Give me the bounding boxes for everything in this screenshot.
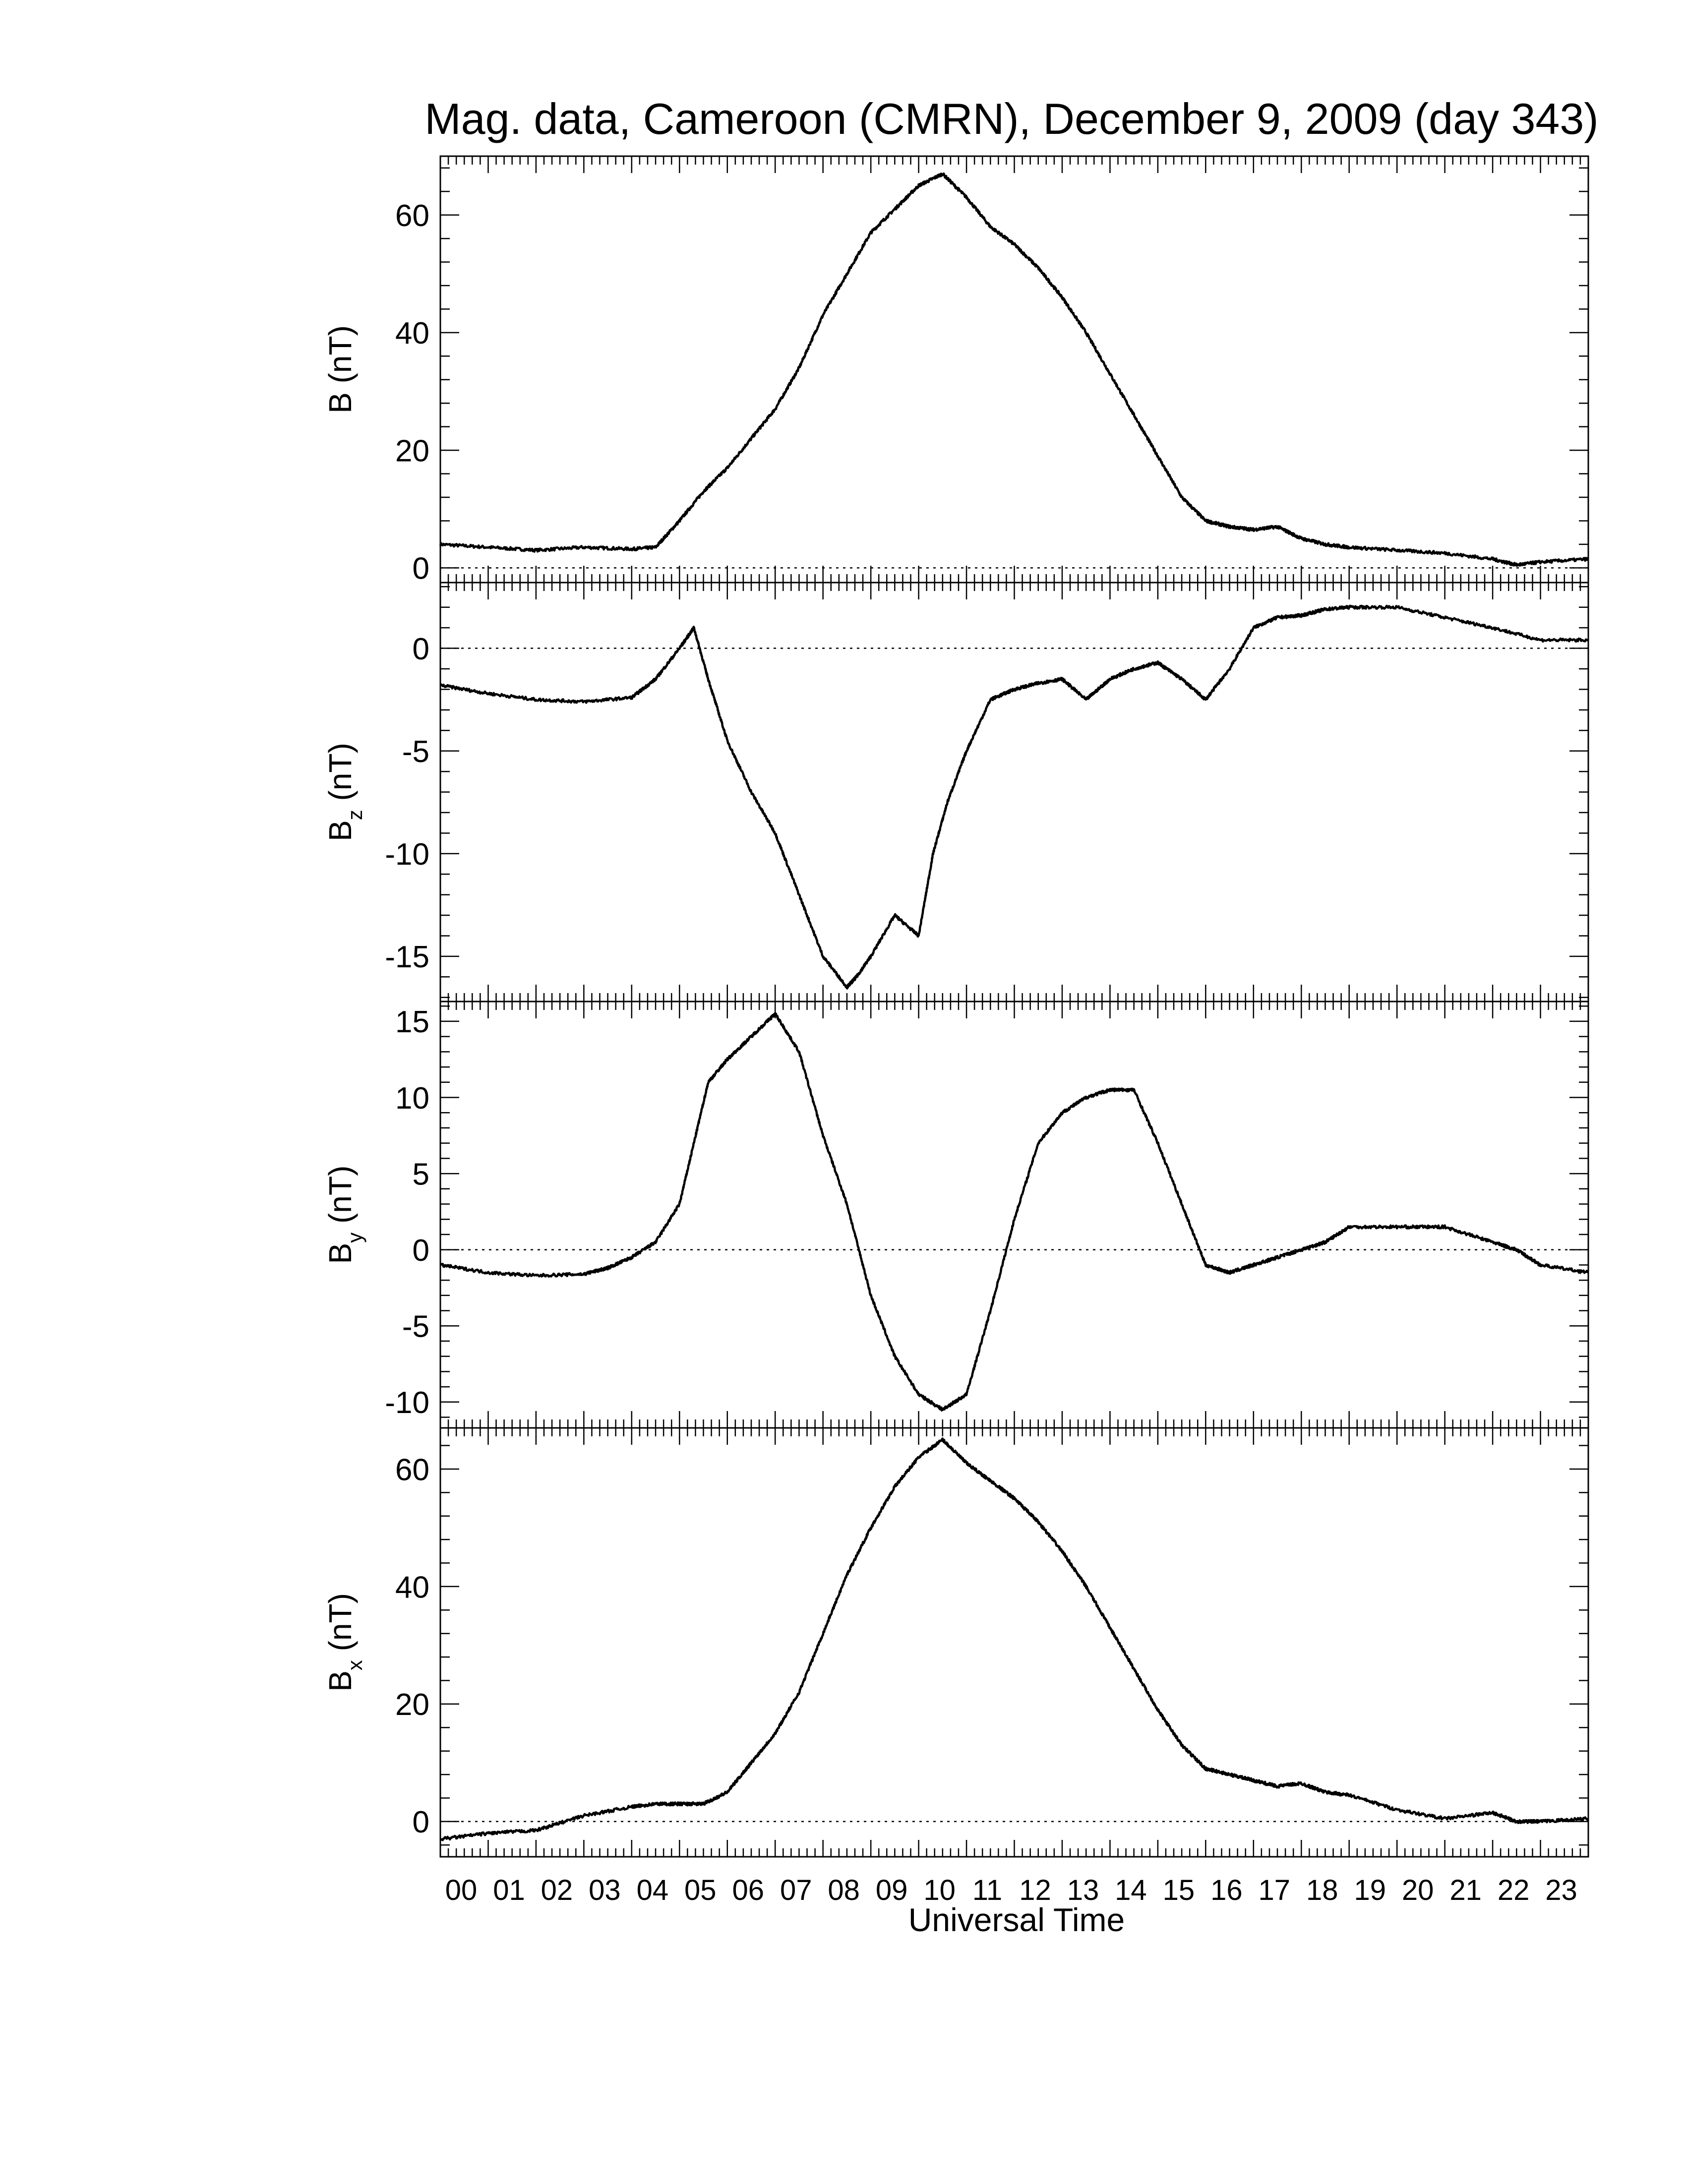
series-line-by	[440, 1012, 1589, 1412]
x-tick-label: 04	[637, 1874, 669, 1906]
series-line-bx	[439, 1437, 1589, 1841]
x-tick-label: 08	[828, 1874, 860, 1906]
y-axis-label: Bx (nT)	[322, 1593, 366, 1692]
y-axis-label-main: B	[322, 820, 358, 841]
x-tick-label: 15	[1163, 1874, 1195, 1906]
y-tick-label: 15	[395, 1005, 429, 1039]
y-axis-label-unit: (nT)	[322, 743, 358, 810]
x-tick-label: 07	[780, 1874, 812, 1906]
y-axis-label-unit: (nT)	[322, 1593, 358, 1660]
y-axis-label-subscript: z	[343, 810, 366, 820]
x-tick-label: 03	[589, 1874, 621, 1906]
x-tick-label: 22	[1498, 1874, 1530, 1906]
y-axis-label-main: B	[322, 1243, 358, 1264]
panel-frame	[439, 155, 1589, 584]
y-axis-label-subscript: x	[343, 1660, 366, 1670]
x-tick-label: 16	[1210, 1874, 1243, 1906]
x-tick-label: 13	[1067, 1874, 1099, 1906]
x-tick-label: 20	[1402, 1874, 1434, 1906]
y-axis-label-unit: (nT)	[322, 325, 358, 392]
y-tick-label: 40	[395, 1570, 429, 1604]
x-tick-label: 06	[732, 1874, 764, 1906]
y-tick-label: 60	[395, 1453, 429, 1487]
x-tick-label: 11	[972, 1874, 1002, 1906]
x-axis-label: Universal Time	[908, 1901, 1125, 1938]
panel-by: 15 10 5 0 -5 -10 By (nT)	[322, 1001, 1589, 1429]
y-tick-label: -10	[385, 1386, 429, 1420]
y-axis-label: B (nT)	[322, 325, 358, 413]
panel-bx: 0 20 40 60 Bx (nT)	[322, 1427, 1589, 1858]
y-tick-label: 60	[395, 199, 429, 233]
panel-bz: 0 -5 -10 -15 Bz (nT)	[322, 582, 1589, 1003]
panel-b: 0 20 40 60 B (nT)	[322, 155, 1589, 586]
y-axis-label-unit: (nT)	[322, 1166, 358, 1233]
y-tick-label: -10	[385, 837, 429, 872]
y-axis-label-subscript: y	[343, 1233, 366, 1243]
x-tick-label: 21	[1449, 1874, 1482, 1906]
x-tick-label: 18	[1306, 1874, 1338, 1906]
panel-frame	[439, 1001, 1589, 1429]
x-tick-label: 01	[493, 1874, 525, 1906]
panel-frame	[439, 582, 1589, 1003]
series-line-bz	[439, 604, 1589, 990]
y-axis-label-main: B	[322, 392, 358, 413]
x-tick-label: 09	[876, 1874, 908, 1906]
x-tick-label: 00	[445, 1874, 478, 1906]
x-tick-label: 12	[1019, 1874, 1051, 1906]
y-tick-label: 20	[395, 1688, 429, 1722]
y-tick-label: 10	[395, 1081, 429, 1116]
y-axis-label: Bz (nT)	[322, 743, 366, 841]
y-tick-label: 40	[395, 316, 429, 351]
x-tick-label: 23	[1545, 1874, 1577, 1906]
x-tick-label: 02	[541, 1874, 573, 1906]
x-tick-label: 10	[923, 1874, 956, 1906]
y-tick-label: 0	[413, 1805, 429, 1839]
y-axis-label-main: B	[322, 1670, 358, 1692]
panel-frame	[439, 1427, 1589, 1858]
y-tick-label: 0	[413, 1234, 429, 1268]
y-tick-label: 20	[395, 434, 429, 468]
y-tick-label: 0	[413, 632, 429, 666]
x-tick-label: 19	[1354, 1874, 1386, 1906]
y-tick-label: 5	[413, 1157, 429, 1191]
chart-title: Mag. data, Cameroon (CMRN), December 9, …	[424, 94, 1598, 143]
x-tick-label: 14	[1115, 1874, 1147, 1906]
x-tick-label: 05	[684, 1874, 717, 1906]
x-tick-label: 17	[1259, 1874, 1291, 1906]
y-tick-label: -5	[402, 1310, 429, 1344]
y-axis-label: By (nT)	[322, 1166, 366, 1264]
series-line-b	[439, 172, 1589, 567]
y-tick-label: 0	[413, 552, 429, 586]
y-tick-label: -5	[402, 735, 429, 769]
y-tick-label: -15	[385, 940, 429, 974]
